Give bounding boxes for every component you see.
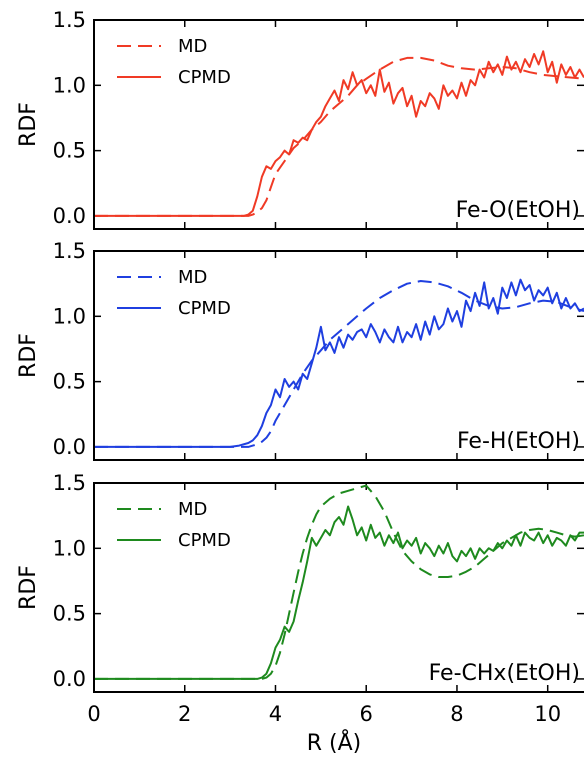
x-tick-label: 4 bbox=[269, 702, 282, 726]
legend-label-cpmd: CPMD bbox=[178, 67, 231, 88]
y-tick-label: 0.5 bbox=[53, 139, 86, 163]
rdf-panel-1: 0.0 0.5 1.0 1.5 RDF MD CPMD Fe-O(EtOH) bbox=[16, 8, 584, 230]
y-tick-label: 0.5 bbox=[53, 370, 86, 394]
y-tick-label: 0.5 bbox=[53, 602, 86, 626]
series-line-cpmd bbox=[94, 50, 584, 217]
y-tick-label: 1.0 bbox=[53, 304, 86, 328]
rdf-panel-3: 0.0 0.5 1.0 1.5 0 2 4 6 8 10 RDF R (Å) MD CPMD Fe-CHx(… bbox=[16, 471, 584, 756]
y-tick-label: 1.5 bbox=[53, 471, 86, 495]
legend-label-md: MD bbox=[178, 499, 207, 520]
x-tick-label: 0 bbox=[87, 702, 100, 726]
legend-label-cpmd: CPMD bbox=[178, 298, 231, 319]
plot-frame bbox=[93, 482, 584, 693]
y-tick-label: 0.0 bbox=[53, 667, 86, 691]
y-axis-label: RDF bbox=[16, 333, 41, 378]
rdf-panel-2: 0.0 0.5 1.0 1.5 RDF MD CPMD Fe-H(EtOH) bbox=[16, 239, 584, 461]
x-tick-label: 2 bbox=[178, 702, 191, 726]
series-line-md bbox=[94, 484, 584, 680]
legend-label-md: MD bbox=[178, 36, 207, 57]
x-axis-label: R (Å) bbox=[307, 729, 362, 756]
x-tick-label: 10 bbox=[534, 702, 561, 726]
series-group bbox=[94, 484, 584, 680]
plot-frame bbox=[93, 250, 584, 461]
y-tick-label: 0.0 bbox=[53, 204, 86, 228]
panel-label: Fe-H(EtOH) bbox=[457, 429, 580, 454]
x-tick-label: 6 bbox=[360, 702, 373, 726]
series-line-cpmd bbox=[94, 505, 584, 680]
y-tick-label: 1.0 bbox=[53, 536, 86, 560]
series-group bbox=[94, 50, 584, 217]
series-group bbox=[94, 278, 584, 448]
series-line-cpmd bbox=[94, 278, 584, 448]
panel-label: Fe-CHx(EtOH) bbox=[429, 661, 580, 686]
series-line-md bbox=[94, 56, 584, 217]
y-axis-label: RDF bbox=[16, 102, 41, 147]
y-tick-label: 0.0 bbox=[53, 435, 86, 459]
y-tick-label: 1.5 bbox=[53, 239, 86, 263]
legend-label-cpmd: CPMD bbox=[178, 530, 231, 551]
y-tick-label: 1.5 bbox=[53, 8, 86, 32]
plot-frame bbox=[93, 19, 584, 230]
legend-label-md: MD bbox=[178, 267, 207, 288]
panel-label: Fe-O(EtOH) bbox=[456, 198, 580, 223]
y-axis-label: RDF bbox=[16, 565, 41, 610]
y-tick-label: 1.0 bbox=[53, 73, 86, 97]
x-tick-label: 8 bbox=[450, 702, 463, 726]
series-line-md bbox=[94, 280, 584, 448]
